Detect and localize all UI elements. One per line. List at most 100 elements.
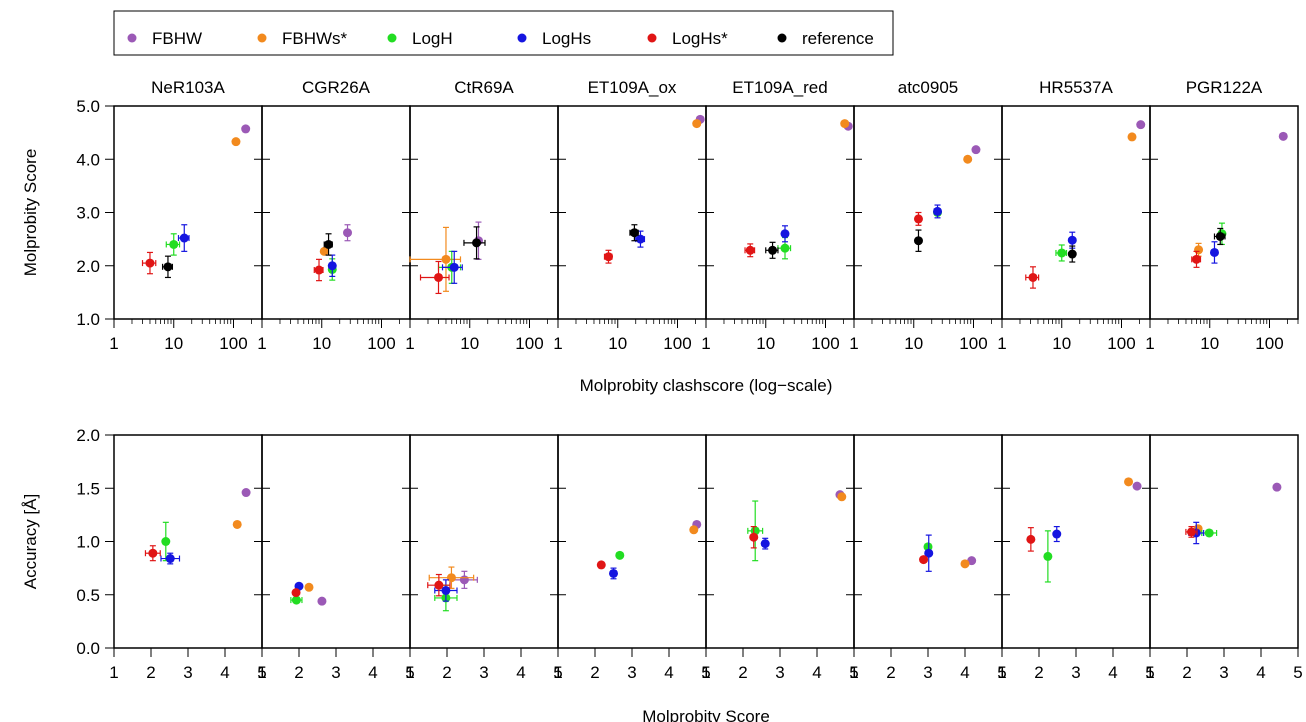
data-point-loghs-1-5	[924, 548, 934, 558]
data-point-loghs-0-3	[635, 234, 645, 244]
data-point-fbhws-star-0-6	[1127, 132, 1137, 142]
data-point-logh-1-0	[161, 537, 171, 546]
x-tick-label-0-5-1: 10	[904, 334, 923, 353]
x-tick-label-1-6-4: 5	[1145, 663, 1154, 682]
panel-frame-0-2	[409, 105, 559, 320]
x-tick-label-1-3-4: 5	[701, 663, 710, 682]
x-tick-label-1-3-3: 4	[664, 663, 673, 682]
x-tick-label-0-7-0: 1	[1145, 334, 1154, 353]
data-point-reference-0-5	[913, 236, 923, 246]
panel-0-0	[113, 105, 263, 328]
x-tick-label-1-5-4: 5	[997, 663, 1006, 682]
x-tick-label-0-4-1: 10	[756, 334, 775, 353]
panel-title-3: ET109A_ox	[588, 78, 677, 97]
data-point-fbhws-star-0-7	[1194, 245, 1204, 255]
panel-frame-0-5	[853, 105, 1003, 320]
x-tick-label-1-1-0: 1	[257, 663, 266, 682]
x-tick-label-0-6-1: 10	[1052, 334, 1071, 353]
x-tick-label-0-1-0: 1	[257, 334, 266, 353]
data-point-fbhws-star-0-3	[692, 119, 702, 129]
panel-0-4	[705, 105, 855, 328]
legend-box	[113, 10, 894, 56]
panel-1-7	[1149, 434, 1299, 657]
data-point-logh-0-0	[169, 239, 179, 249]
data-point-fbhws-star-1-0	[232, 519, 242, 529]
data-point-fbhws-star-1-6	[1124, 477, 1134, 487]
data-point-loghs-star-1-7	[1186, 527, 1196, 537]
x-tick-label-0-5-0: 1	[849, 334, 858, 353]
panel-0-6	[1001, 105, 1151, 328]
data-point-reference-0-4	[768, 245, 778, 255]
legend-label-5: reference	[802, 29, 874, 48]
data-point-fbhws-star-1-2	[446, 573, 456, 583]
x-tick-label-0-2-2: 100	[515, 334, 543, 353]
panel-title-0: NeR103A	[151, 78, 225, 97]
data-point-loghs-star-1-5	[919, 555, 929, 565]
legend-label-0: FBHW	[152, 29, 202, 48]
data-point-loghs-star-0-1	[314, 265, 324, 275]
data-point-loghs-star-1-4	[749, 532, 759, 542]
data-point-fbhws-star-0-5	[963, 154, 973, 164]
panel-frame-1-1	[261, 434, 411, 649]
data-point-fbhws-star-0-0	[231, 137, 241, 147]
panel-1-3	[557, 434, 707, 657]
y-tick-label-1-1: 0.5	[76, 586, 100, 605]
panel-title-1: CGR26A	[302, 78, 371, 97]
y-axis-title-0: Molprobity Score	[21, 149, 40, 277]
panel-frame-1-5	[853, 434, 1003, 649]
x-tick-label-1-3-0: 1	[553, 663, 562, 682]
x-tick-label-1-2-4: 5	[553, 663, 562, 682]
y-tick-label-0-4: 5.0	[76, 97, 100, 116]
data-point-fbhw-0-1	[343, 228, 353, 238]
y-tick-label-1-3: 1.5	[76, 479, 100, 498]
legend-label-1: FBHWs*	[282, 29, 348, 48]
x-tick-label-0-2-0: 1	[405, 334, 414, 353]
data-point-reference-0-1	[324, 239, 334, 249]
data-point-loghs-star-0-2	[434, 272, 444, 282]
data-point-logh-1-6	[1043, 551, 1053, 561]
x-tick-label-1-1-4: 5	[405, 663, 414, 682]
panel-0-3	[557, 105, 707, 328]
data-point-reference-0-7	[1215, 231, 1225, 241]
legend-marker-0	[127, 33, 137, 43]
data-point-loghs-star-1-2	[434, 580, 444, 590]
data-point-loghs-star-0-0	[145, 258, 155, 268]
x-tick-label-1-3-1: 2	[590, 663, 599, 682]
legend-label-2: LogH	[412, 29, 453, 48]
x-tick-label-0-1-1: 10	[312, 334, 331, 353]
x-tick-label-0-0-1: 10	[164, 334, 183, 353]
y-tick-label-1-4: 2.0	[76, 426, 100, 445]
data-point-loghs-0-0	[179, 233, 189, 243]
x-tick-label-1-2-2: 3	[479, 663, 488, 682]
data-point-loghs-1-0	[165, 554, 175, 564]
x-tick-label-0-5-2: 100	[959, 334, 987, 353]
panel-frame-0-3	[557, 105, 707, 320]
data-point-logh-0-4	[780, 243, 790, 253]
data-point-reference-0-3	[629, 228, 639, 238]
x-tick-label-0-1-2: 100	[367, 334, 395, 353]
panel-1-4	[705, 434, 855, 657]
data-point-loghs-0-2	[449, 262, 459, 272]
panel-frame-1-4	[705, 434, 855, 649]
data-point-loghs-1-6	[1052, 529, 1062, 539]
x-tick-label-1-7-1: 2	[1182, 663, 1191, 682]
panel-1-1	[261, 434, 411, 657]
y-tick-label-1-2: 1.0	[76, 533, 100, 552]
data-point-fbhw-0-7	[1278, 131, 1288, 141]
x-tick-label-0-2-1: 10	[460, 334, 479, 353]
data-point-loghs-star-0-5	[913, 214, 923, 224]
data-point-loghs-star-1-0	[148, 548, 158, 558]
data-point-fbhw-0-0	[241, 124, 251, 134]
y-tick-label-0-2: 3.0	[76, 204, 100, 223]
panel-1-0	[113, 434, 263, 657]
x-tick-label-1-0-0: 1	[109, 663, 118, 682]
x-tick-label-1-4-2: 3	[775, 663, 784, 682]
data-point-loghs-star-1-6	[1026, 534, 1036, 544]
panel-0-2	[409, 105, 559, 328]
x-tick-label-0-6-0: 1	[997, 334, 1006, 353]
data-point-fbhws-star-0-1	[319, 246, 329, 256]
panel-title-7: PGR122A	[1186, 78, 1263, 97]
data-point-fbhws-star-1-4	[837, 492, 847, 502]
legend-marker-4	[647, 33, 657, 43]
x-tick-label-1-2-0: 1	[405, 663, 414, 682]
